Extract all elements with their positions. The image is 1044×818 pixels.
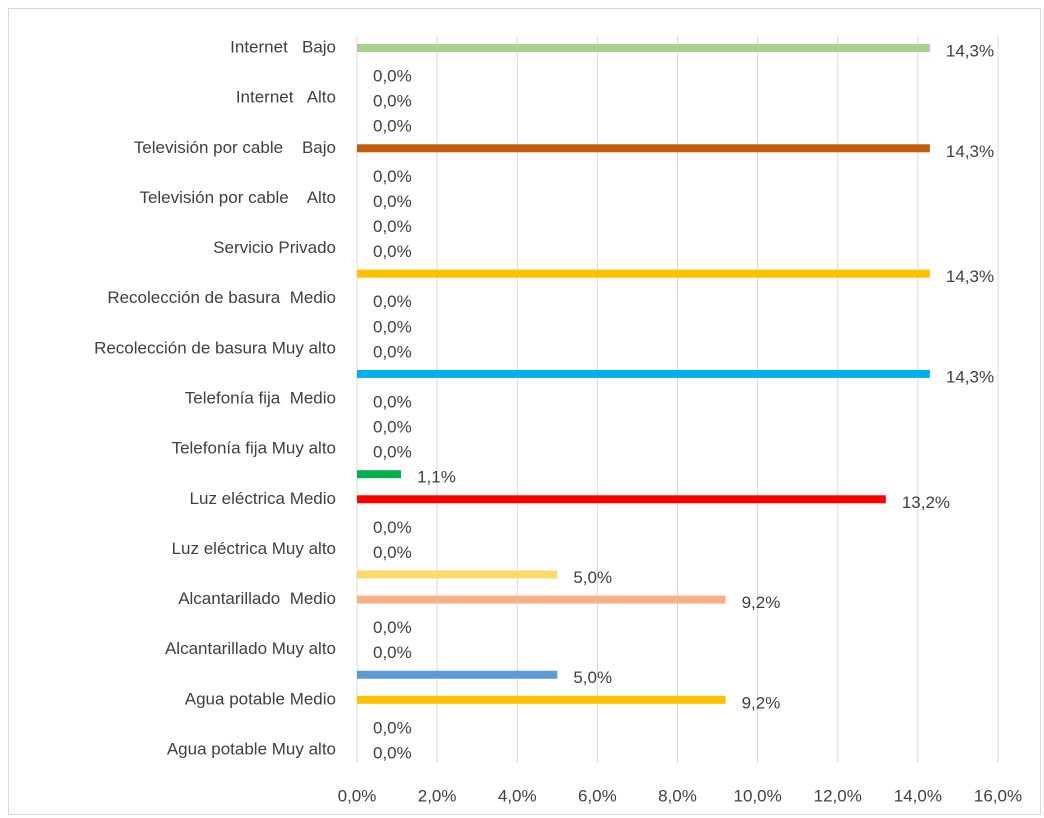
data-label: 0,0% (373, 342, 412, 361)
x-tick-label: 14,0% (894, 786, 942, 805)
data-label: 0,0% (373, 167, 412, 186)
bar (357, 44, 930, 53)
data-label: 9,2% (742, 693, 781, 712)
y-tick-label: Televisión por cable Bajo (134, 138, 336, 157)
x-tick-label: 12,0% (814, 786, 862, 805)
data-label: 0,0% (373, 618, 412, 637)
data-label: 0,0% (373, 543, 412, 562)
data-label: 0,0% (373, 217, 412, 236)
y-tick-label: Internet Alto (236, 88, 336, 107)
data-label: 0,0% (373, 518, 412, 537)
data-label: 9,2% (742, 593, 781, 612)
data-label: 14,3% (946, 42, 994, 61)
y-tick-label: Alcantarillado Medio (178, 589, 336, 608)
data-label: 0,0% (373, 242, 412, 261)
data-label: 0,0% (373, 443, 412, 462)
y-tick-label: Recolección de basura Muy alto (94, 338, 336, 357)
data-label: 0,0% (373, 718, 412, 737)
x-tick-label: 4,0% (498, 786, 537, 805)
data-label: 0,0% (373, 192, 412, 211)
data-label: 0,0% (373, 418, 412, 437)
data-label: 5,0% (573, 568, 612, 587)
x-tick-label: 2,0% (418, 786, 457, 805)
x-tick-label: 8,0% (658, 786, 697, 805)
bar (357, 670, 558, 679)
data-label: 0,0% (373, 743, 412, 762)
y-tick-label: Servicio Privado (213, 238, 336, 257)
data-label: 0,0% (373, 317, 412, 336)
data-label: 5,0% (573, 668, 612, 687)
data-label: 14,3% (946, 267, 994, 286)
data-label: 0,0% (373, 643, 412, 662)
y-tick-label: Telefonía fija Muy alto (172, 439, 336, 458)
y-tick-label: Agua potable Muy alto (167, 739, 336, 758)
bar (357, 269, 930, 278)
data-label: 14,3% (946, 142, 994, 161)
bar (357, 369, 930, 378)
y-tick-label: Televisión por cable Alto (139, 188, 336, 207)
y-tick-label: Luz eléctrica Medio (190, 489, 336, 508)
y-tick-label: Telefonía fija Medio (185, 388, 336, 407)
y-tick-label: Recolección de basura Medio (107, 288, 336, 307)
data-label: 0,0% (373, 117, 412, 136)
x-tick-label: 6,0% (578, 786, 617, 805)
x-tick-label: 0,0% (338, 786, 377, 805)
chart-frame (8, 8, 1041, 815)
x-tick-label: 16,0% (974, 786, 1022, 805)
y-tick-label: Agua potable Medio (185, 689, 336, 708)
data-label: 0,0% (373, 67, 412, 86)
bar (357, 495, 886, 504)
bar (357, 695, 726, 704)
data-label: 0,0% (373, 392, 412, 411)
bar (357, 470, 402, 479)
bar (357, 144, 930, 153)
bar (357, 595, 726, 604)
data-label: 0,0% (373, 292, 412, 311)
data-label: 13,2% (902, 493, 950, 512)
data-label: 0,0% (373, 92, 412, 111)
bar (357, 570, 558, 579)
x-tick-label: 10,0% (734, 786, 782, 805)
y-tick-label: Alcantarillado Muy alto (165, 639, 336, 658)
y-tick-label: Luz eléctrica Muy alto (172, 539, 336, 558)
y-tick-label: Internet Bajo (230, 38, 336, 57)
data-label: 14,3% (946, 367, 994, 386)
data-label: 1,1% (417, 468, 456, 487)
